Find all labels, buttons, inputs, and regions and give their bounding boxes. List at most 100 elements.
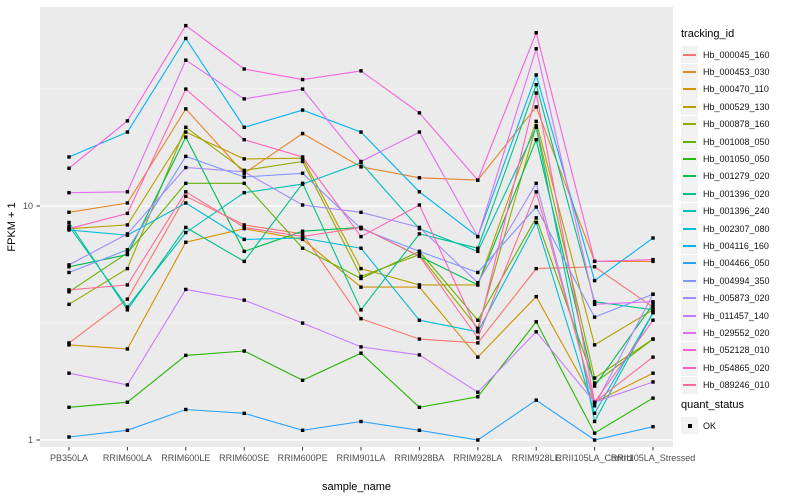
data-point bbox=[534, 216, 538, 220]
data-point bbox=[417, 130, 422, 134]
legend-item: Hb_000878_160 bbox=[681, 115, 770, 133]
legend-items: Hb_000045_160 Hb_000453_030 Hb_000470_110 H… bbox=[681, 46, 770, 394]
data-point bbox=[67, 166, 71, 170]
data-point bbox=[67, 226, 71, 231]
data-point bbox=[592, 400, 597, 404]
data-point bbox=[300, 77, 305, 82]
x-axis-title: sample_name bbox=[322, 481, 391, 493]
data-point bbox=[242, 349, 246, 353]
legend-item: Hb_004994_350 bbox=[681, 272, 770, 290]
legend-items: OK bbox=[681, 417, 744, 435]
data-point bbox=[592, 419, 597, 424]
legend-item: Hb_005873_020 bbox=[681, 289, 770, 307]
legend-item-label: Hb_011457_140 bbox=[703, 310, 769, 321]
data-point bbox=[184, 130, 188, 134]
legend-item: Hb_000453_030 bbox=[681, 63, 770, 81]
legend-item: Hb_054865_020 bbox=[681, 359, 770, 377]
legend-key-line bbox=[681, 202, 698, 220]
legend-item-label: Hb_001279_020 bbox=[703, 171, 770, 182]
data-point bbox=[184, 353, 188, 358]
data-point bbox=[242, 97, 246, 101]
data-point bbox=[242, 237, 246, 242]
x-tick-label: RRIM600LA bbox=[103, 453, 152, 463]
legend-item-label: Hb_004994_350 bbox=[703, 275, 770, 286]
legend-key-line bbox=[681, 376, 698, 394]
data-point bbox=[184, 154, 188, 159]
data-point bbox=[184, 225, 188, 230]
data-point bbox=[534, 91, 538, 95]
data-point bbox=[359, 308, 363, 312]
data-point bbox=[651, 257, 655, 262]
legend-item: Hb_004466_050 bbox=[681, 254, 770, 272]
data-point bbox=[125, 232, 130, 236]
data-point bbox=[242, 181, 246, 186]
data-point bbox=[125, 347, 130, 351]
data-point bbox=[476, 355, 480, 359]
legend-item-label: OK bbox=[703, 420, 717, 431]
legend-item-label: Hb_052128_010 bbox=[703, 345, 770, 356]
x-tick-label: RRIM928LE bbox=[512, 453, 561, 463]
data-point bbox=[476, 234, 480, 239]
legend-title: tracking_id bbox=[681, 28, 735, 40]
data-point bbox=[476, 395, 480, 399]
data-point bbox=[417, 285, 422, 289]
data-point bbox=[125, 400, 130, 404]
data-point bbox=[300, 428, 305, 433]
legend-key-line bbox=[681, 46, 698, 64]
data-point bbox=[242, 170, 246, 174]
data-point bbox=[592, 431, 597, 435]
data-point bbox=[242, 125, 246, 129]
data-point bbox=[476, 438, 480, 442]
data-point bbox=[300, 234, 305, 239]
data-point bbox=[476, 283, 480, 287]
data-point bbox=[125, 266, 130, 271]
data-point bbox=[534, 330, 538, 334]
x-tick-label: RRIM600PE bbox=[278, 453, 328, 463]
data-point bbox=[300, 378, 305, 382]
data-point bbox=[242, 190, 246, 195]
data-point bbox=[651, 292, 655, 296]
x-tick-label: RRIM600SE bbox=[219, 453, 269, 463]
data-point bbox=[476, 281, 480, 285]
data-point bbox=[300, 229, 305, 233]
data-point bbox=[67, 341, 71, 345]
legend-key-line bbox=[681, 237, 698, 255]
data-point bbox=[67, 263, 71, 267]
data-point bbox=[476, 336, 480, 340]
legend-item-label: Hb_000529_130 bbox=[703, 101, 770, 112]
data-point bbox=[242, 138, 246, 142]
legend-key-line bbox=[681, 254, 698, 272]
data-point bbox=[476, 270, 480, 275]
data-point bbox=[359, 234, 363, 239]
data-point bbox=[476, 178, 480, 182]
data-point bbox=[534, 138, 538, 142]
data-point bbox=[125, 305, 130, 309]
x-tick-label: RRIM901LA bbox=[336, 453, 385, 463]
data-point bbox=[184, 194, 188, 199]
data-point bbox=[242, 175, 246, 179]
legend-item: Hb_001050_050 bbox=[681, 150, 770, 168]
legend-item-label: Hb_029552_020 bbox=[703, 327, 770, 338]
legend-item-label: Hb_004116_160 bbox=[703, 240, 769, 251]
data-point bbox=[359, 130, 363, 134]
data-point bbox=[67, 270, 71, 275]
legend-key-line bbox=[681, 80, 698, 98]
legend-key-line bbox=[681, 185, 698, 203]
data-point bbox=[67, 220, 71, 225]
data-point bbox=[592, 438, 597, 442]
data-point bbox=[359, 351, 363, 355]
legend-item: Hb_089246_010 bbox=[681, 376, 770, 394]
data-point bbox=[242, 67, 246, 71]
data-point bbox=[359, 345, 363, 349]
legend-item-label: Hb_000470_110 bbox=[703, 84, 769, 95]
data-point bbox=[242, 157, 246, 161]
data-point bbox=[67, 343, 71, 347]
data-point bbox=[184, 181, 188, 186]
data-point bbox=[534, 190, 538, 194]
data-point bbox=[125, 297, 130, 301]
legend-item-label: Hb_000453_030 bbox=[703, 67, 770, 78]
data-point bbox=[651, 424, 655, 429]
data-point bbox=[417, 190, 422, 194]
data-point bbox=[476, 330, 480, 334]
data-point bbox=[651, 305, 655, 309]
